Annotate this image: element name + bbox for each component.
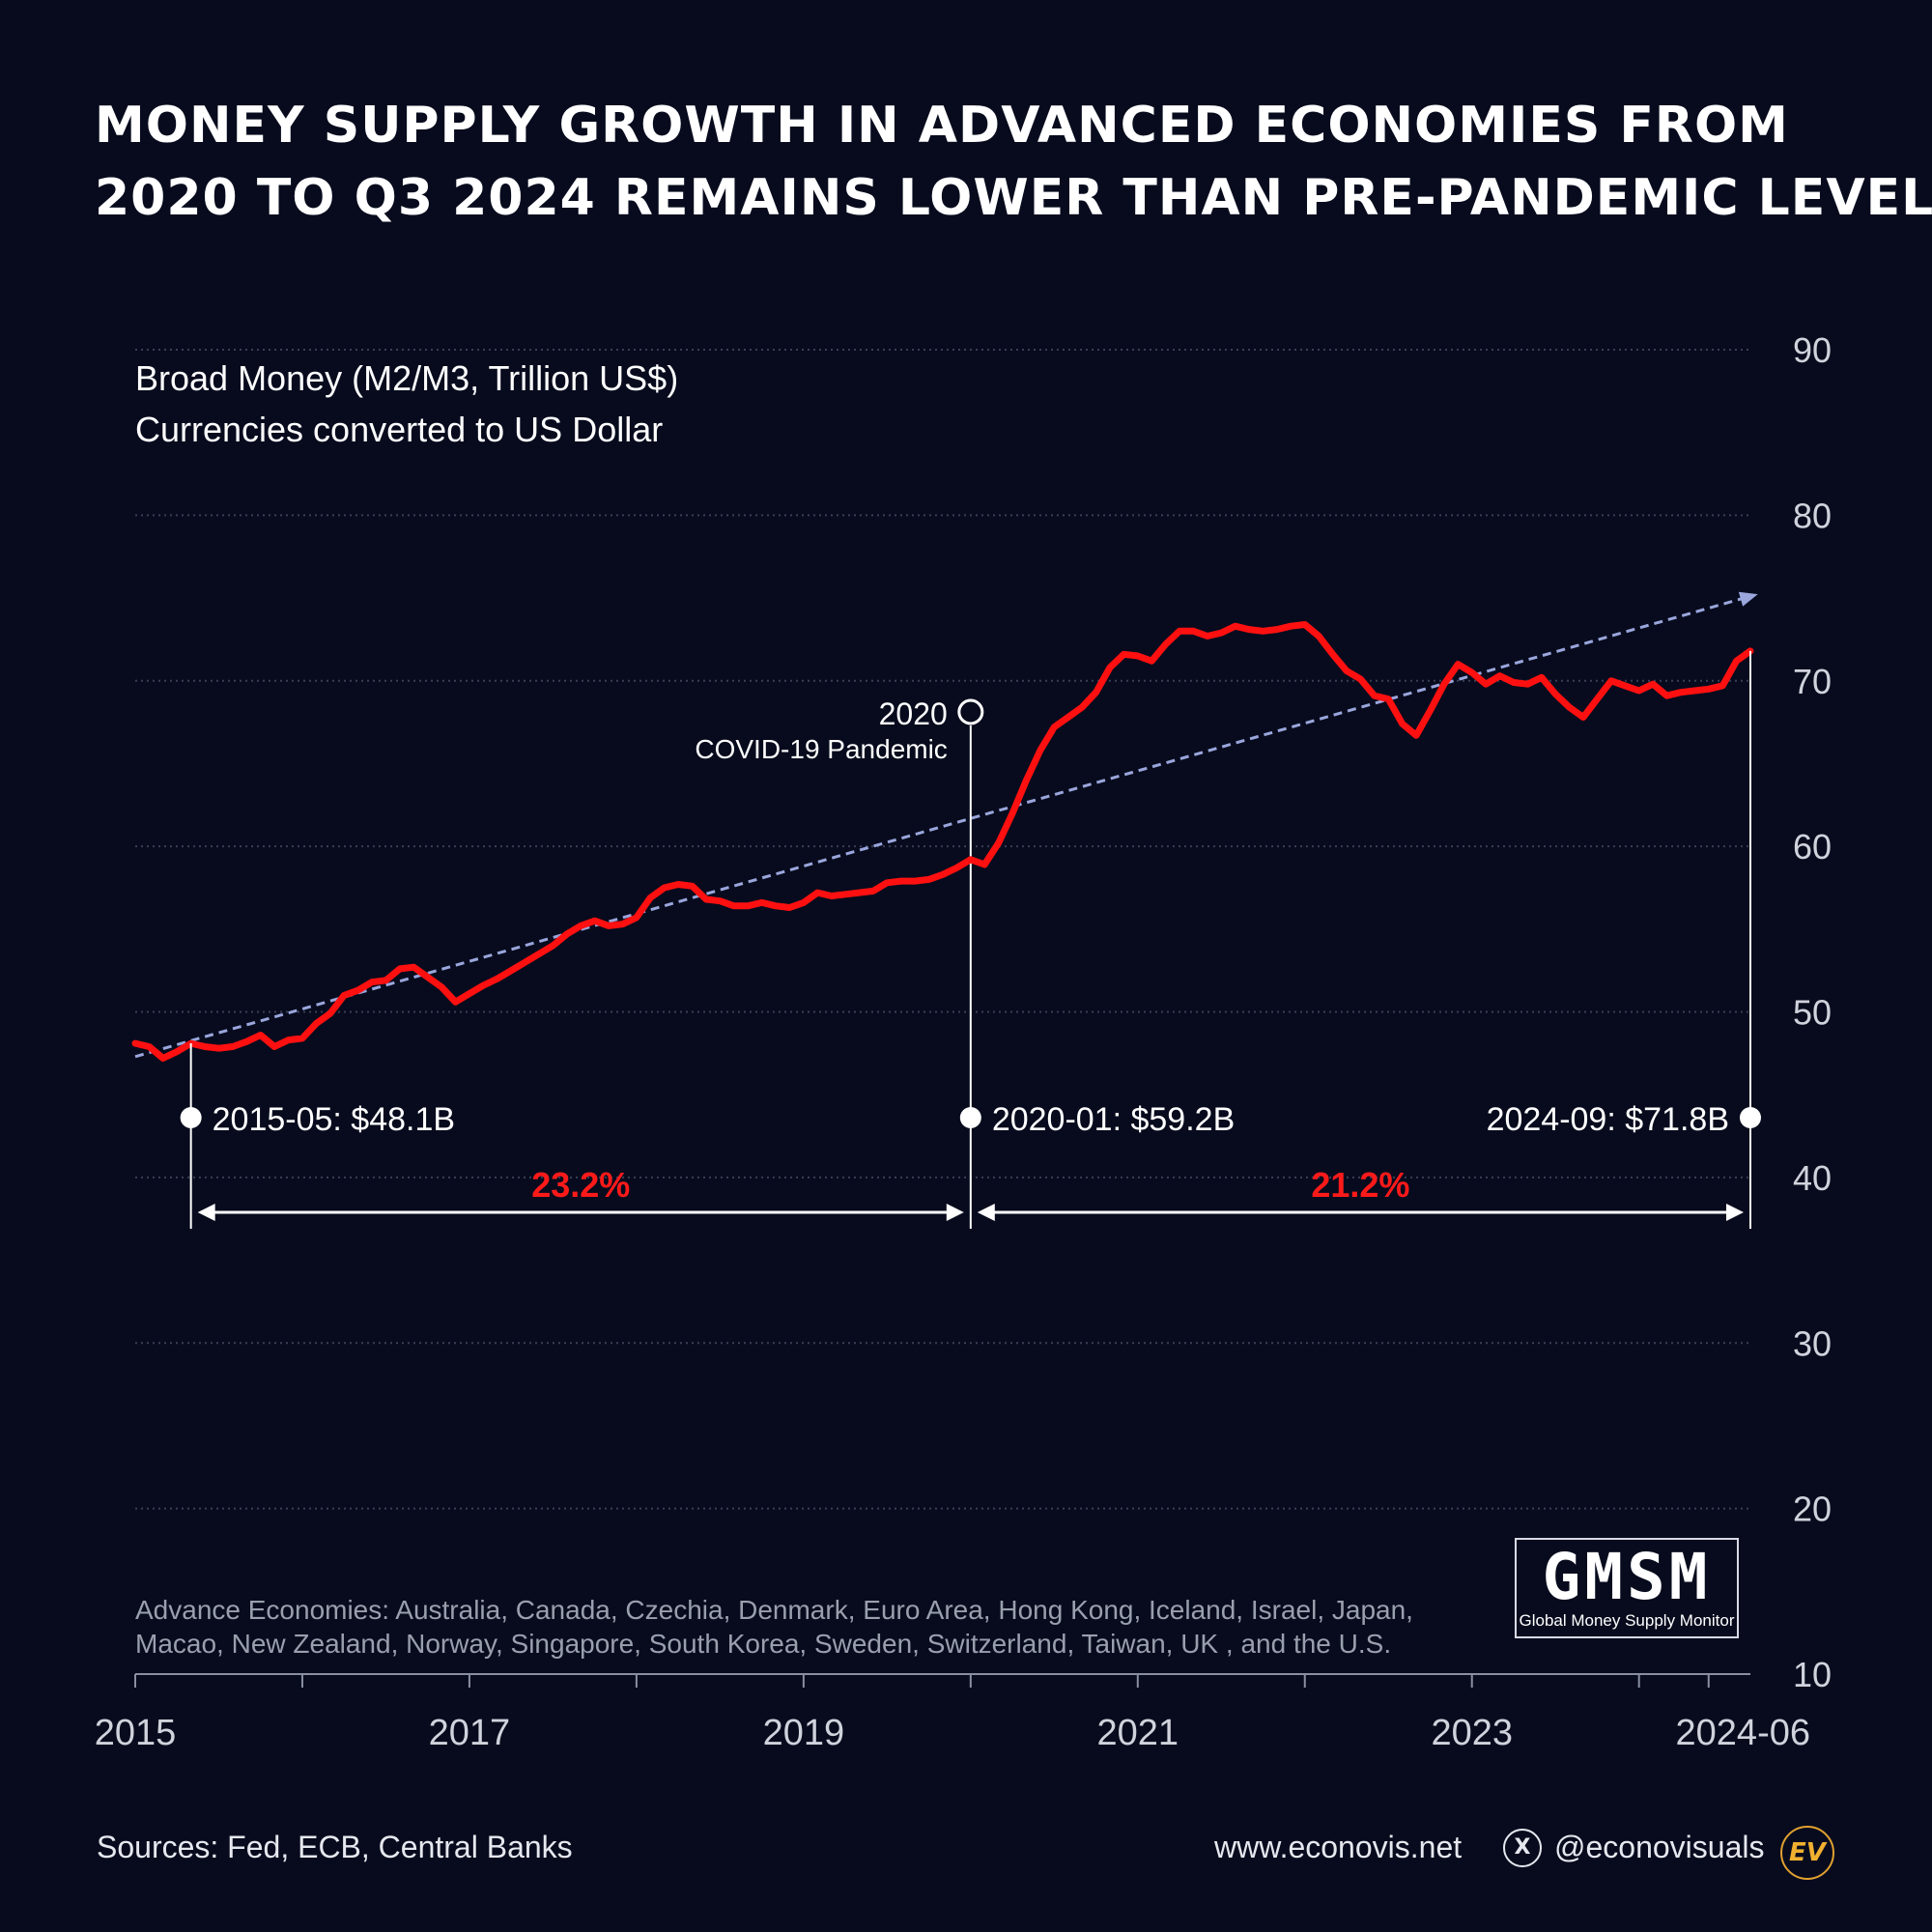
event-year-label: 2020 (879, 696, 948, 731)
y-tick-label-80: 80 (1793, 496, 1832, 535)
x-tick-label-2019: 2019 (763, 1713, 845, 1753)
gridlines (135, 349, 1750, 1510)
website-link[interactable]: www.econovis.net (1214, 1830, 1463, 1864)
y-tick-label-60: 60 (1793, 827, 1832, 867)
trend-layer (134, 591, 1758, 1059)
annotation-label-2020-01: 2020-01: $59.2B (992, 1101, 1235, 1138)
y-tick-label-70: 70 (1793, 662, 1832, 701)
x-logo-icon[interactable]: X (1503, 1829, 1542, 1867)
title-line-2: 2020 TO Q3 2024 REMAINS LOWER THAN PRE-P… (95, 169, 1932, 227)
subtitle-line-2: Currencies converted to US Dollar (135, 410, 663, 449)
sources: Sources: Fed, ECB, Central Banks (97, 1830, 573, 1864)
x-tick-label-2024-06: 2024-06 (1676, 1713, 1810, 1753)
subtitle-line-1: Broad Money (M2/M3, Trillion US$) (135, 358, 678, 398)
y-tick-label-40: 40 (1793, 1158, 1832, 1198)
growth-arrowhead-left-1 (977, 1204, 995, 1221)
annotation-layer: 2015-05: $48.1B 2020-01: $59.2B 2024-09: $… (180, 650, 1761, 1229)
y-axis-ticks: 10 20 30 40 50 60 70 80 90 (1793, 330, 1832, 1694)
growth-arrowhead-right-1 (1726, 1204, 1744, 1221)
gmsm-title: GMSM (1542, 1540, 1712, 1614)
x-tick-label-2023: 2023 (1431, 1713, 1513, 1753)
annotation-dot-2020-01 (959, 1107, 981, 1128)
annotation-dot-2015-05 (180, 1107, 202, 1128)
growth-label-0: 23.2% (531, 1165, 630, 1205)
social-handle[interactable]: @econovisuals (1554, 1830, 1765, 1864)
note: Advance Economies: Australia, Canada, Cz… (135, 1595, 1413, 1659)
x-tick-label-2015: 2015 (95, 1713, 177, 1753)
annotation-dot-2024-09 (1740, 1107, 1761, 1128)
title-line-1: MONEY SUPPLY GROWTH IN ADVANCED ECONOMIE… (95, 97, 1789, 155)
y-tick-label-10: 10 (1793, 1655, 1832, 1694)
trend-arrowhead (1738, 591, 1758, 607)
x-tick-label-2017: 2017 (429, 1713, 511, 1753)
series-line (131, 621, 1754, 1062)
growth-label-1: 21.2% (1311, 1165, 1409, 1205)
y-tick-label-50: 50 (1793, 993, 1832, 1033)
growth-arrowhead-left-0 (197, 1204, 215, 1221)
y-tick-label-20: 20 (1793, 1490, 1832, 1529)
x-axis: 2015 2017 2019 2021 2023 2024-06 (95, 1673, 1810, 1753)
series-layer (131, 621, 1754, 1062)
annotation-label-2015-05: 2015-05: $48.1B (213, 1101, 455, 1138)
event-marker (957, 698, 984, 725)
y-tick-label-90: 90 (1793, 330, 1832, 370)
note-line-2: Macao, New Zealand, Norway, Singapore, S… (135, 1629, 1391, 1659)
event-label: COVID-19 Pandemic (695, 734, 947, 764)
growth-arrowhead-right-0 (946, 1204, 964, 1221)
trend-line (134, 595, 1747, 1059)
x-tick-label-2021: 2021 (1097, 1713, 1179, 1753)
note-line-1: Advance Economies: Australia, Canada, Cz… (135, 1595, 1413, 1625)
ev-logo-icon: EV (1780, 1826, 1834, 1880)
y-tick-label-30: 30 (1793, 1323, 1832, 1363)
gmsm-subtitle: Global Money Supply Monitor (1519, 1611, 1735, 1630)
annotation-label-2024-09: 2024-09: $71.8B (1487, 1101, 1729, 1138)
gmsm-badge: GMSM Global Money Supply Monitor (1515, 1538, 1739, 1638)
chart-subtitle: Broad Money (M2/M3, Trillion US$) Curren… (135, 358, 678, 449)
